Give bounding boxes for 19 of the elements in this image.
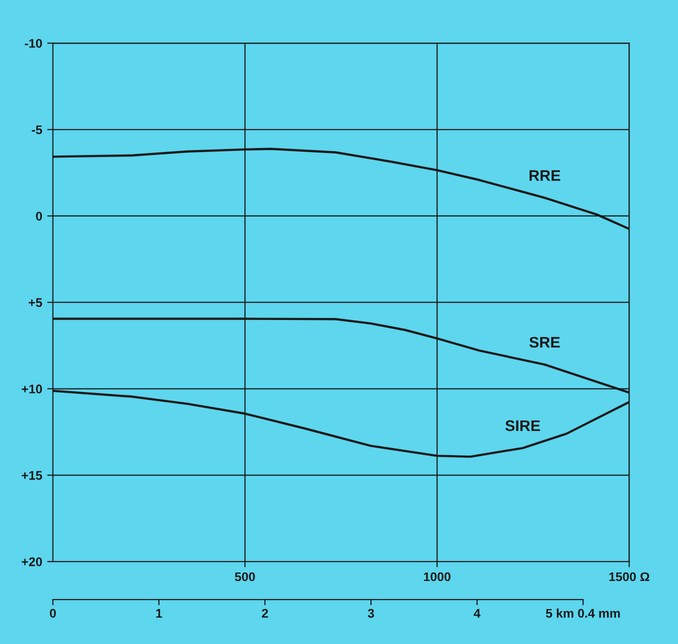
x2-tick-label: 2 <box>262 608 268 618</box>
y-tick-label: +10 <box>22 384 42 394</box>
x-tick-label: 1500 Ω <box>609 572 650 582</box>
y-tick-label: -5 <box>32 125 42 134</box>
y-tick-label: +15 <box>22 471 42 480</box>
x2-tick-label: 1 <box>156 609 162 618</box>
series-label: RRE <box>530 170 560 181</box>
x2-tick-label: 5 km 0.4 mm <box>546 608 620 618</box>
y-tick-label: +5 <box>28 298 42 308</box>
x-tick-label: 500 <box>234 572 255 582</box>
x2-tick-label: 0 <box>50 608 56 618</box>
y-tick-label: 0 <box>36 212 42 221</box>
y-tick-label: -10 <box>24 38 42 48</box>
series-label: SIRE <box>505 420 540 432</box>
y-tick-label: +20 <box>22 557 42 566</box>
x2-tick-label: 4 <box>474 609 480 618</box>
x2-tick-label: 3 <box>368 608 374 618</box>
series-label: SRE <box>529 336 560 348</box>
x-tick-label: 1000 <box>424 572 450 582</box>
